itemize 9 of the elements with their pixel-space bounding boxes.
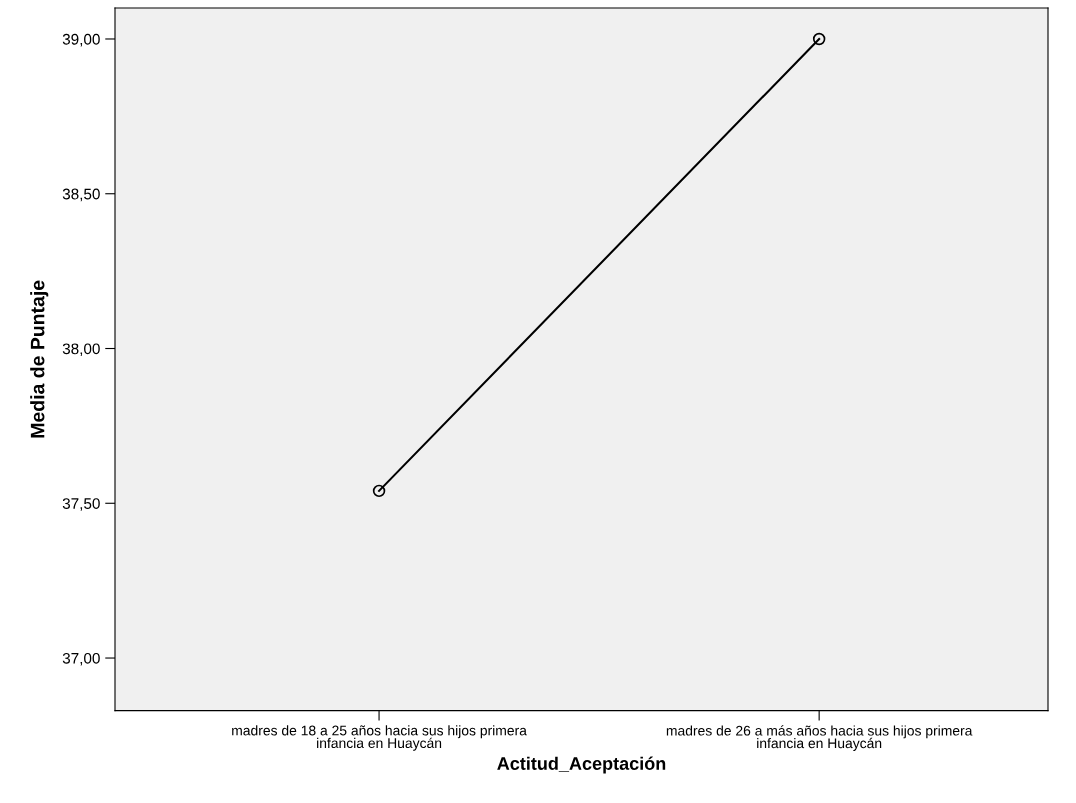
y-tick-label: 38,50	[62, 188, 100, 202]
x-tick-label: madres de 26 a más años hacia sus hijos primera infancia en Huaycán	[666, 725, 973, 751]
x-axis-title: Actitud_Aceptación	[497, 756, 666, 774]
y-tick-label: 37,50	[62, 498, 100, 511]
y-tick-label: 39,00	[62, 33, 100, 47]
y-axis-title: Media de Puntaje	[30, 280, 49, 438]
y-tick-label: 38,00	[62, 343, 100, 356]
x-tick-label: madres de 18 a 25 años hacia sus hijos primera infancia en Huaycán	[232, 725, 527, 751]
y-tick-label: 37,00	[62, 652, 100, 666]
